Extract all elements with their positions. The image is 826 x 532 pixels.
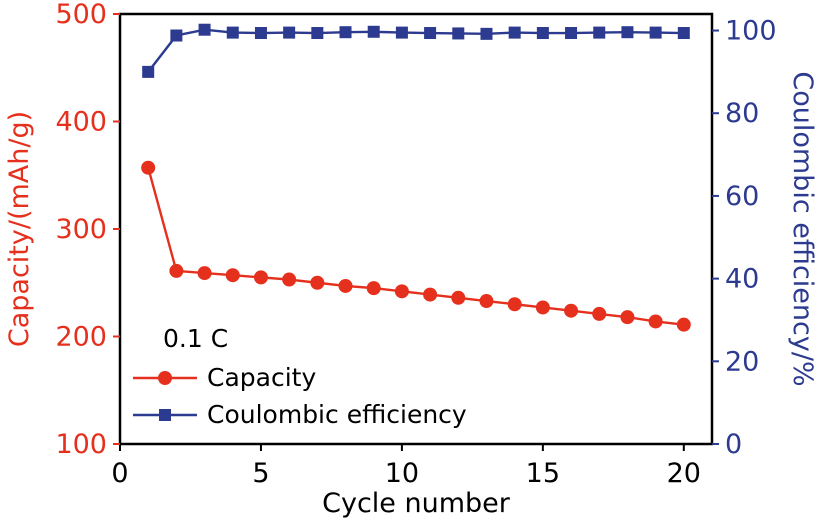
capacity-point <box>282 272 297 287</box>
capacity-point <box>197 266 212 281</box>
right-y-tick-label: 100 <box>725 16 777 47</box>
coulombic-efficiency-point <box>565 27 578 40</box>
axis-ticks: 0 5 10 15 20 100 200 300 400 500 0 20 40 60 80 100 <box>55 0 776 489</box>
capacity-point <box>451 290 466 305</box>
legend-efficiency-label: Coulombic efficiency <box>207 400 467 429</box>
capacity-point <box>338 278 353 293</box>
coulombic-efficiency-point <box>621 26 634 39</box>
coulombic-efficiency-point <box>367 25 380 38</box>
left-axis-title: Capacity/(mAh/g) <box>4 111 35 347</box>
coulombic-efficiency-point <box>395 26 408 39</box>
capacity-point <box>507 297 522 312</box>
capacity-point <box>620 310 635 325</box>
capacity-line <box>147 167 684 326</box>
coulombic-efficiency-point <box>142 65 155 78</box>
right-y-tick-label: 0 <box>725 429 742 460</box>
right-y-tick-label: 40 <box>725 264 759 295</box>
capacity-point <box>394 284 409 299</box>
data-series <box>141 23 691 332</box>
coulombic-efficiency-point <box>254 27 267 40</box>
coulombic-efficiency-point <box>536 27 549 40</box>
left-y-tick-label: 300 <box>55 214 107 245</box>
x-tick-label: 15 <box>526 458 560 489</box>
coulombic-efficiency-point <box>283 26 296 39</box>
coulombic-efficiency-point <box>424 27 437 40</box>
coulombic-efficiency-point <box>452 27 465 40</box>
capacity-point <box>253 270 268 285</box>
coulombic-efficiency-point <box>170 29 183 42</box>
right-y-tick-label: 80 <box>725 98 759 129</box>
right-axis-title: Coulombic efficiency/% <box>787 71 818 386</box>
coulombic-efficiency-point <box>508 26 521 39</box>
capacity-point <box>169 263 184 278</box>
capacity-point <box>648 314 663 329</box>
capacity-point <box>310 275 325 290</box>
coulombic-efficiency-point <box>593 26 606 39</box>
capacity-point <box>423 287 438 302</box>
capacity-point <box>141 160 156 175</box>
coulombic-efficiency-point <box>226 26 239 39</box>
coulombic-efficiency-point <box>339 26 352 39</box>
x-tick-label: 5 <box>252 458 269 489</box>
left-y-tick-label: 200 <box>55 322 107 353</box>
coulombic-efficiency-point <box>311 27 324 40</box>
left-y-tick-label: 400 <box>55 107 107 138</box>
x-tick-label: 10 <box>385 458 419 489</box>
left-y-tick-label: 500 <box>55 0 107 30</box>
capacity-point <box>225 268 240 283</box>
capacity-point <box>676 317 691 332</box>
capacity-point <box>479 294 494 309</box>
capacity-point <box>564 303 579 318</box>
x-tick-label: 20 <box>667 458 701 489</box>
legend-capacity-label: Capacity <box>207 363 316 392</box>
coulombic-efficiency-point <box>198 23 211 36</box>
left-y-tick-label: 100 <box>55 429 107 460</box>
right-y-tick-label: 60 <box>725 181 759 212</box>
capacity-point <box>366 281 381 296</box>
capacity-point <box>592 306 607 321</box>
coulombic-efficiency-point <box>649 26 662 39</box>
legend-capacity-marker-icon <box>158 371 172 385</box>
capacity-point <box>535 300 550 315</box>
legend: 0.1 C Capacity Coulombic efficiency <box>133 324 467 429</box>
legend-efficiency-marker-icon <box>159 409 171 421</box>
coulombic-efficiency-point <box>480 27 493 40</box>
x-tick-label: 0 <box>111 458 128 489</box>
rate-annotation: 0.1 C <box>163 324 228 353</box>
x-axis-title: Cycle number <box>322 488 511 519</box>
right-y-tick-label: 20 <box>725 346 759 377</box>
coulombic-efficiency-point <box>677 27 690 40</box>
